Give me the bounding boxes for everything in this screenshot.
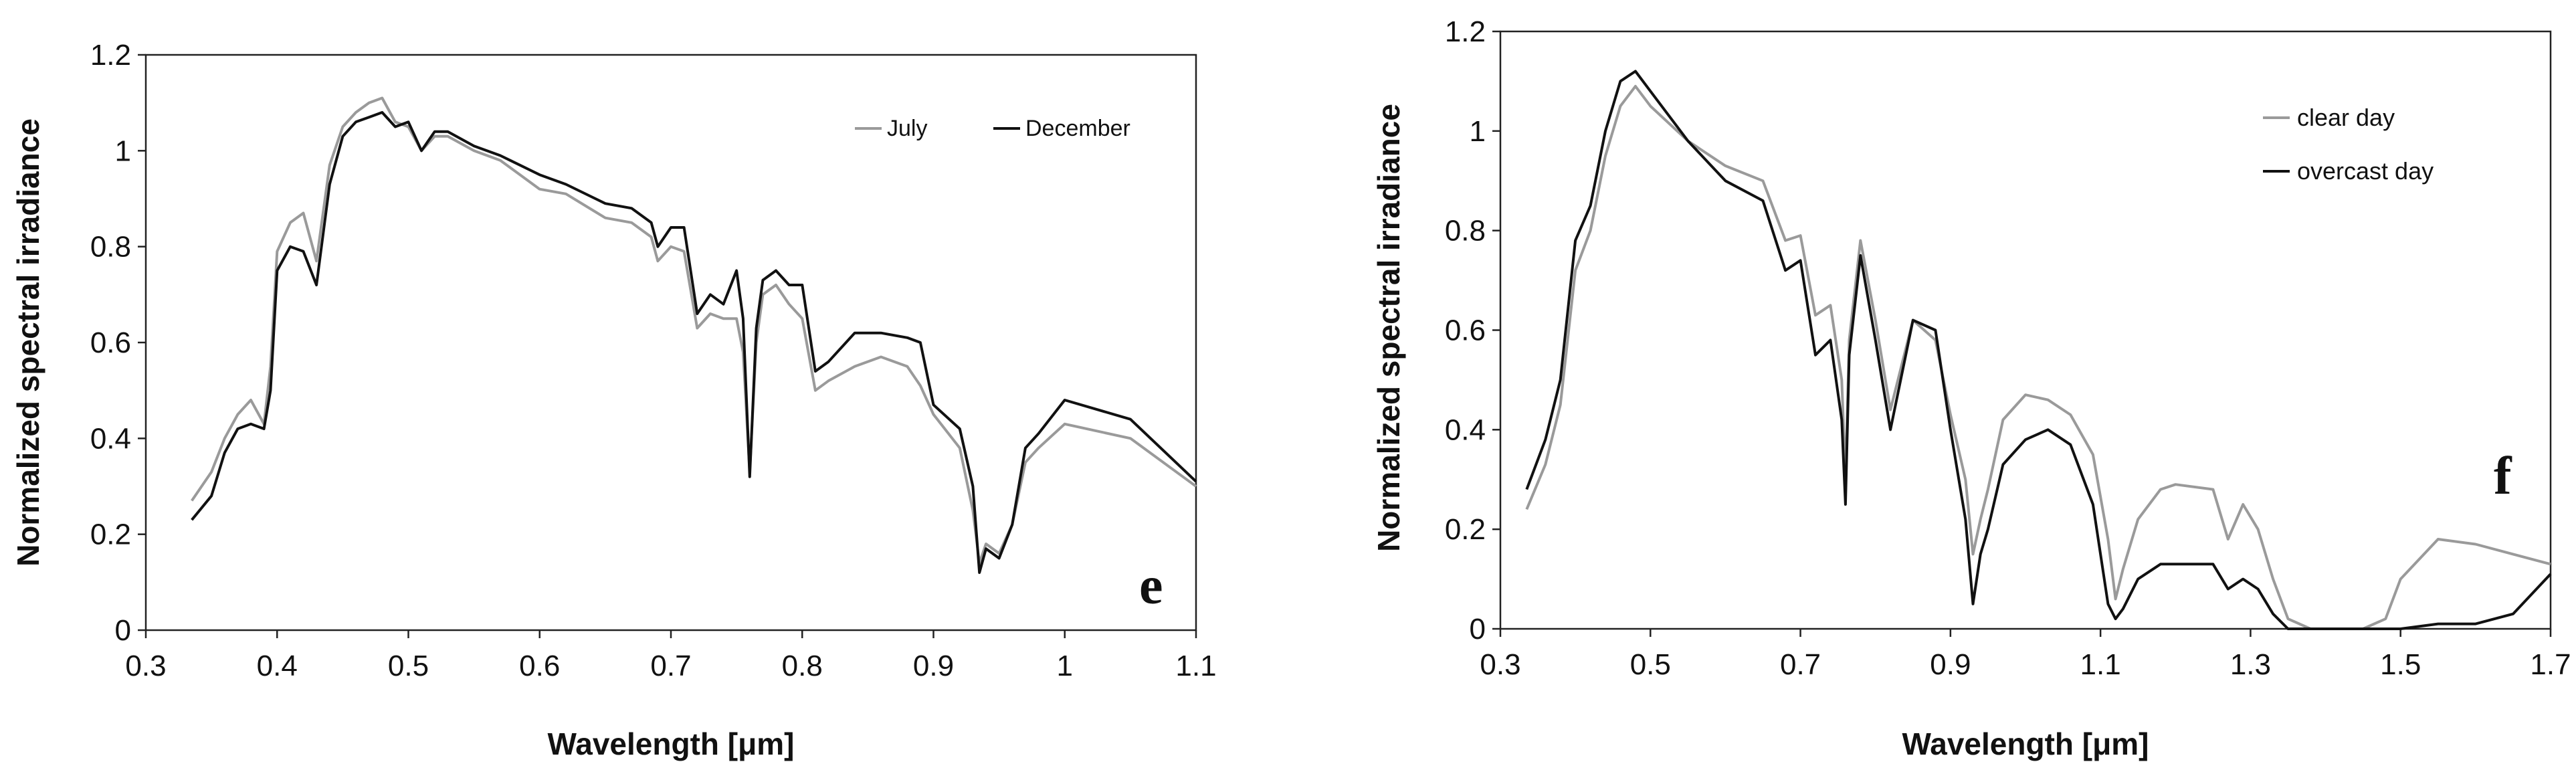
y-tick-label: 0: [1470, 613, 1486, 646]
x-tick-labels: 0.3 0.4 0.5 0.6 0.7 0.8 0.9 1 1.1: [125, 630, 1217, 682]
panel-letter-f: f: [2494, 447, 2512, 506]
x-tick-label: 1: [1057, 650, 1073, 682]
legend-label-clear-day: clear day: [2297, 104, 2395, 131]
x-tick-label: 0.9: [1930, 648, 1971, 681]
panel-letter-e: e: [1139, 557, 1163, 615]
x-tick-label: 1.1: [2080, 648, 2121, 681]
series-line-july: [191, 96, 1197, 565]
y-tick-label: 0.2: [1445, 513, 1486, 546]
y-tick-labels: 0 0.2 0.4 0.6 0.8 1 1.2: [90, 39, 146, 647]
y-tick-label: 0.8: [1445, 215, 1486, 248]
series-lines: [1525, 70, 2552, 630]
y-tick-label: 1: [1470, 115, 1486, 148]
x-tick-label: 1.1: [1175, 650, 1216, 682]
x-tick-label: 0.7: [650, 650, 691, 682]
x-tick-label: 0.5: [1630, 648, 1671, 681]
chart-panel-f: Wavelength [μm] Normalized spectral irra…: [1371, 15, 2571, 761]
y-tick-label: 0.8: [90, 231, 131, 264]
legend-label-overcast-day: overcast day: [2297, 157, 2434, 185]
x-tick-label: 0.9: [913, 650, 954, 682]
y-tick-label: 0.4: [90, 422, 131, 455]
y-tick-label: 0.2: [90, 518, 131, 551]
legend-label-december: December: [1025, 116, 1130, 141]
y-axis-label: Normalized spectral irradiance: [1371, 104, 1406, 552]
x-tick-label: 1.3: [2230, 648, 2271, 681]
series-line-overcast-day: [1525, 70, 2552, 630]
y-tick-labels: 0 0.2 0.4 0.6 0.8 1 1.2: [1445, 15, 1500, 646]
series-line-december: [191, 111, 1197, 574]
x-tick-label: 0.3: [125, 650, 166, 682]
series-lines: [191, 96, 1197, 574]
y-tick-label: 1: [115, 134, 131, 167]
y-tick-label: 0.4: [1445, 413, 1486, 446]
plot-frame: [144, 54, 1197, 632]
x-tick-label: 0.4: [257, 650, 298, 682]
x-tick-label: 0.7: [1780, 648, 1821, 681]
y-tick-label: 0.6: [90, 326, 131, 359]
x-tick-label: 1.7: [2530, 648, 2571, 681]
legend-label-july: July: [887, 116, 927, 141]
legend: July December: [855, 116, 1130, 141]
x-tick-labels: 0.3 0.5 0.7 0.9 1.1 1.3 1.5 1.7: [1480, 629, 2571, 681]
x-tick-label: 0.3: [1480, 648, 1520, 681]
x-tick-label: 0.5: [388, 650, 429, 682]
y-tick-label: 1.2: [1445, 15, 1486, 48]
x-tick-label: 0.8: [782, 650, 823, 682]
y-tick-label: 0.6: [1445, 314, 1486, 347]
x-tick-label: 0.6: [519, 650, 560, 682]
x-axis-label: Wavelength [μm]: [1902, 726, 2149, 761]
y-axis-label: Normalized spectral irradiance: [11, 118, 45, 567]
chart-panel-e: Wavelength [μm] Normalized spectral irra…: [11, 39, 1217, 761]
x-tick-label: 1.5: [2380, 648, 2421, 681]
x-axis-label: Wavelength [μm]: [548, 726, 795, 761]
y-tick-label: 0: [115, 614, 131, 647]
y-tick-label: 1.2: [90, 39, 131, 72]
legend: clear day overcast day: [2263, 104, 2434, 185]
